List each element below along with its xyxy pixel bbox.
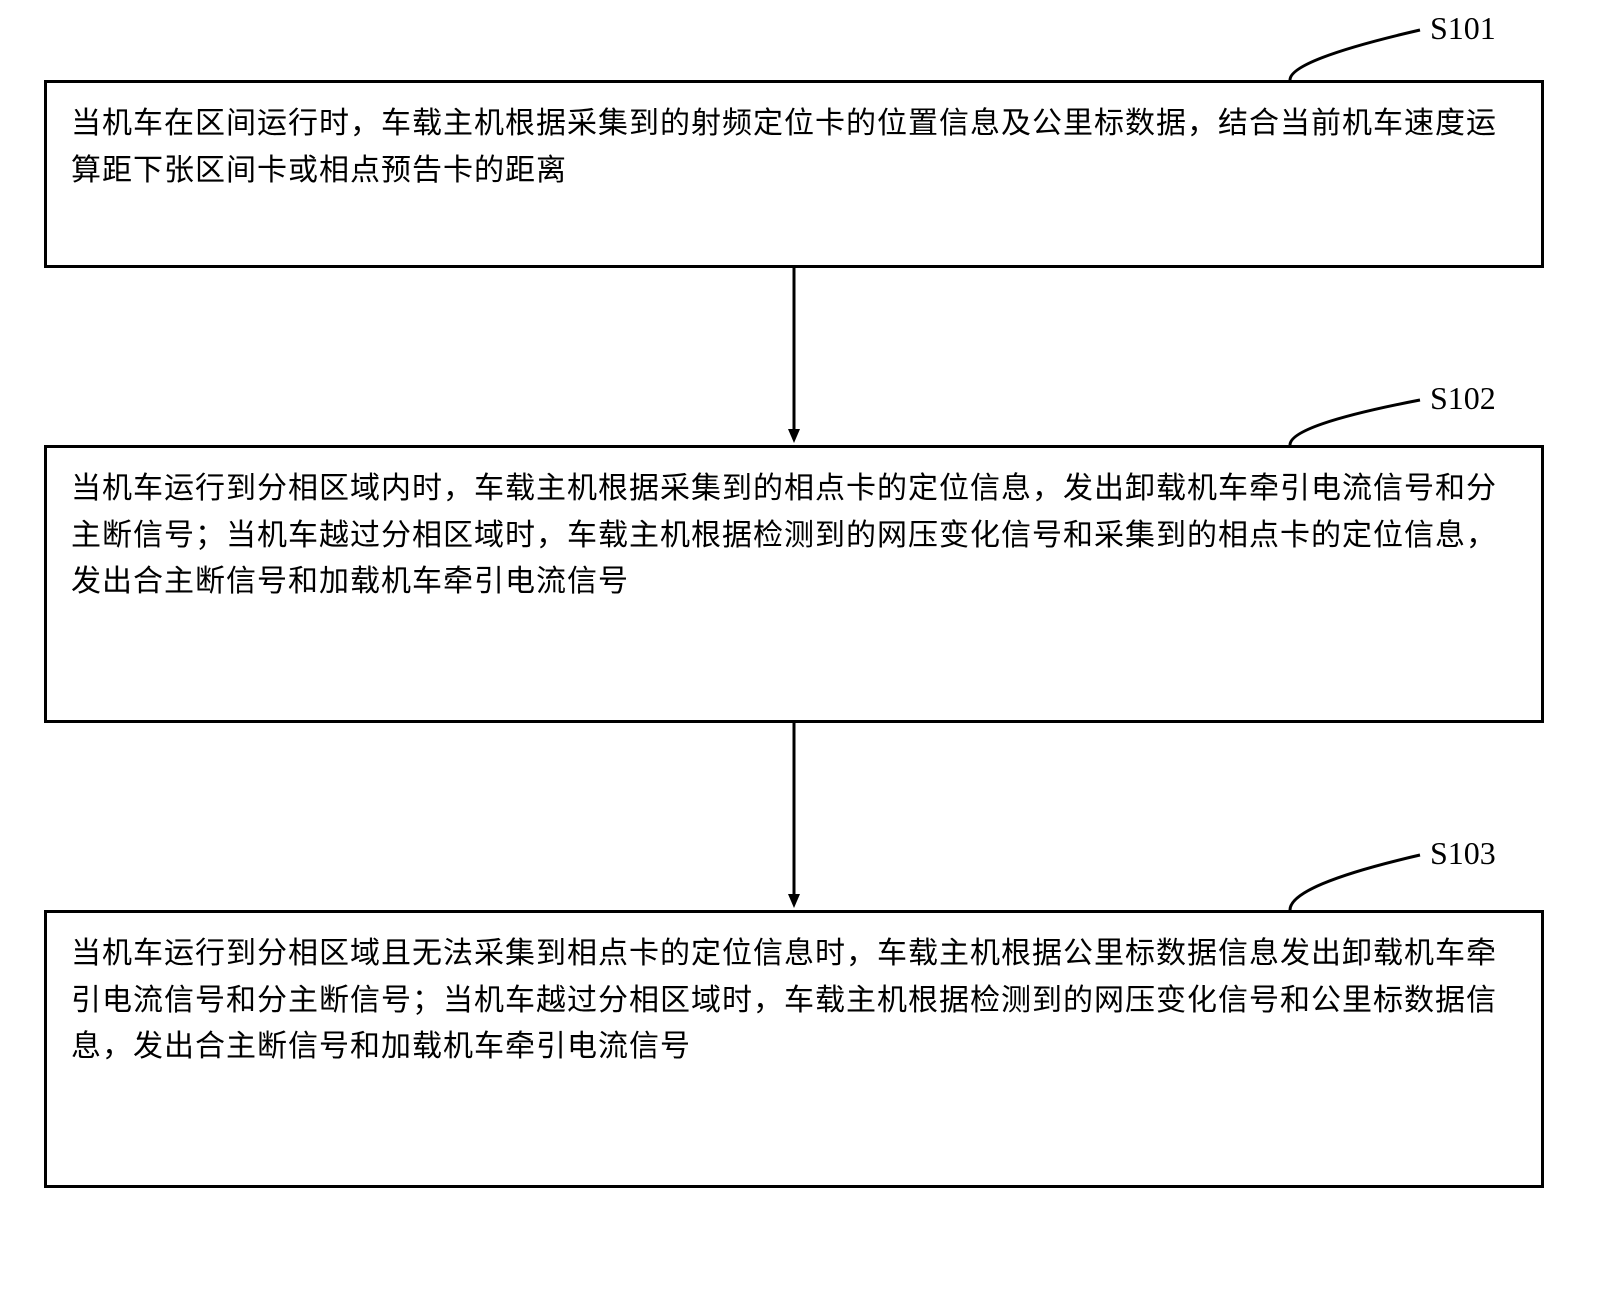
step-label-s101: S101 bbox=[1430, 10, 1496, 47]
step-s101: 当机车在区间运行时，车载主机根据采集到的射频定位卡的位置信息及公里标数据，结合当… bbox=[44, 80, 1544, 268]
step-label-s102: S102 bbox=[1430, 380, 1496, 417]
step-s101-text: 当机车在区间运行时，车载主机根据采集到的射频定位卡的位置信息及公里标数据，结合当… bbox=[71, 107, 1497, 187]
step-s103: 当机车运行到分相区域且无法采集到相点卡的定位信息时，车载主机根据公里标数据信息发… bbox=[44, 910, 1544, 1188]
step-s102: 当机车运行到分相区域内时，车载主机根据采集到的相点卡的定位信息，发出卸载机车牵引… bbox=[44, 445, 1544, 723]
flowchart-canvas: 当机车在区间运行时，车载主机根据采集到的射频定位卡的位置信息及公里标数据，结合当… bbox=[0, 0, 1599, 1290]
step-s102-text: 当机车运行到分相区域内时，车载主机根据采集到的相点卡的定位信息，发出卸载机车牵引… bbox=[71, 472, 1497, 598]
step-label-s103: S103 bbox=[1430, 835, 1496, 872]
step-s103-text: 当机车运行到分相区域且无法采集到相点卡的定位信息时，车载主机根据公里标数据信息发… bbox=[71, 937, 1497, 1063]
